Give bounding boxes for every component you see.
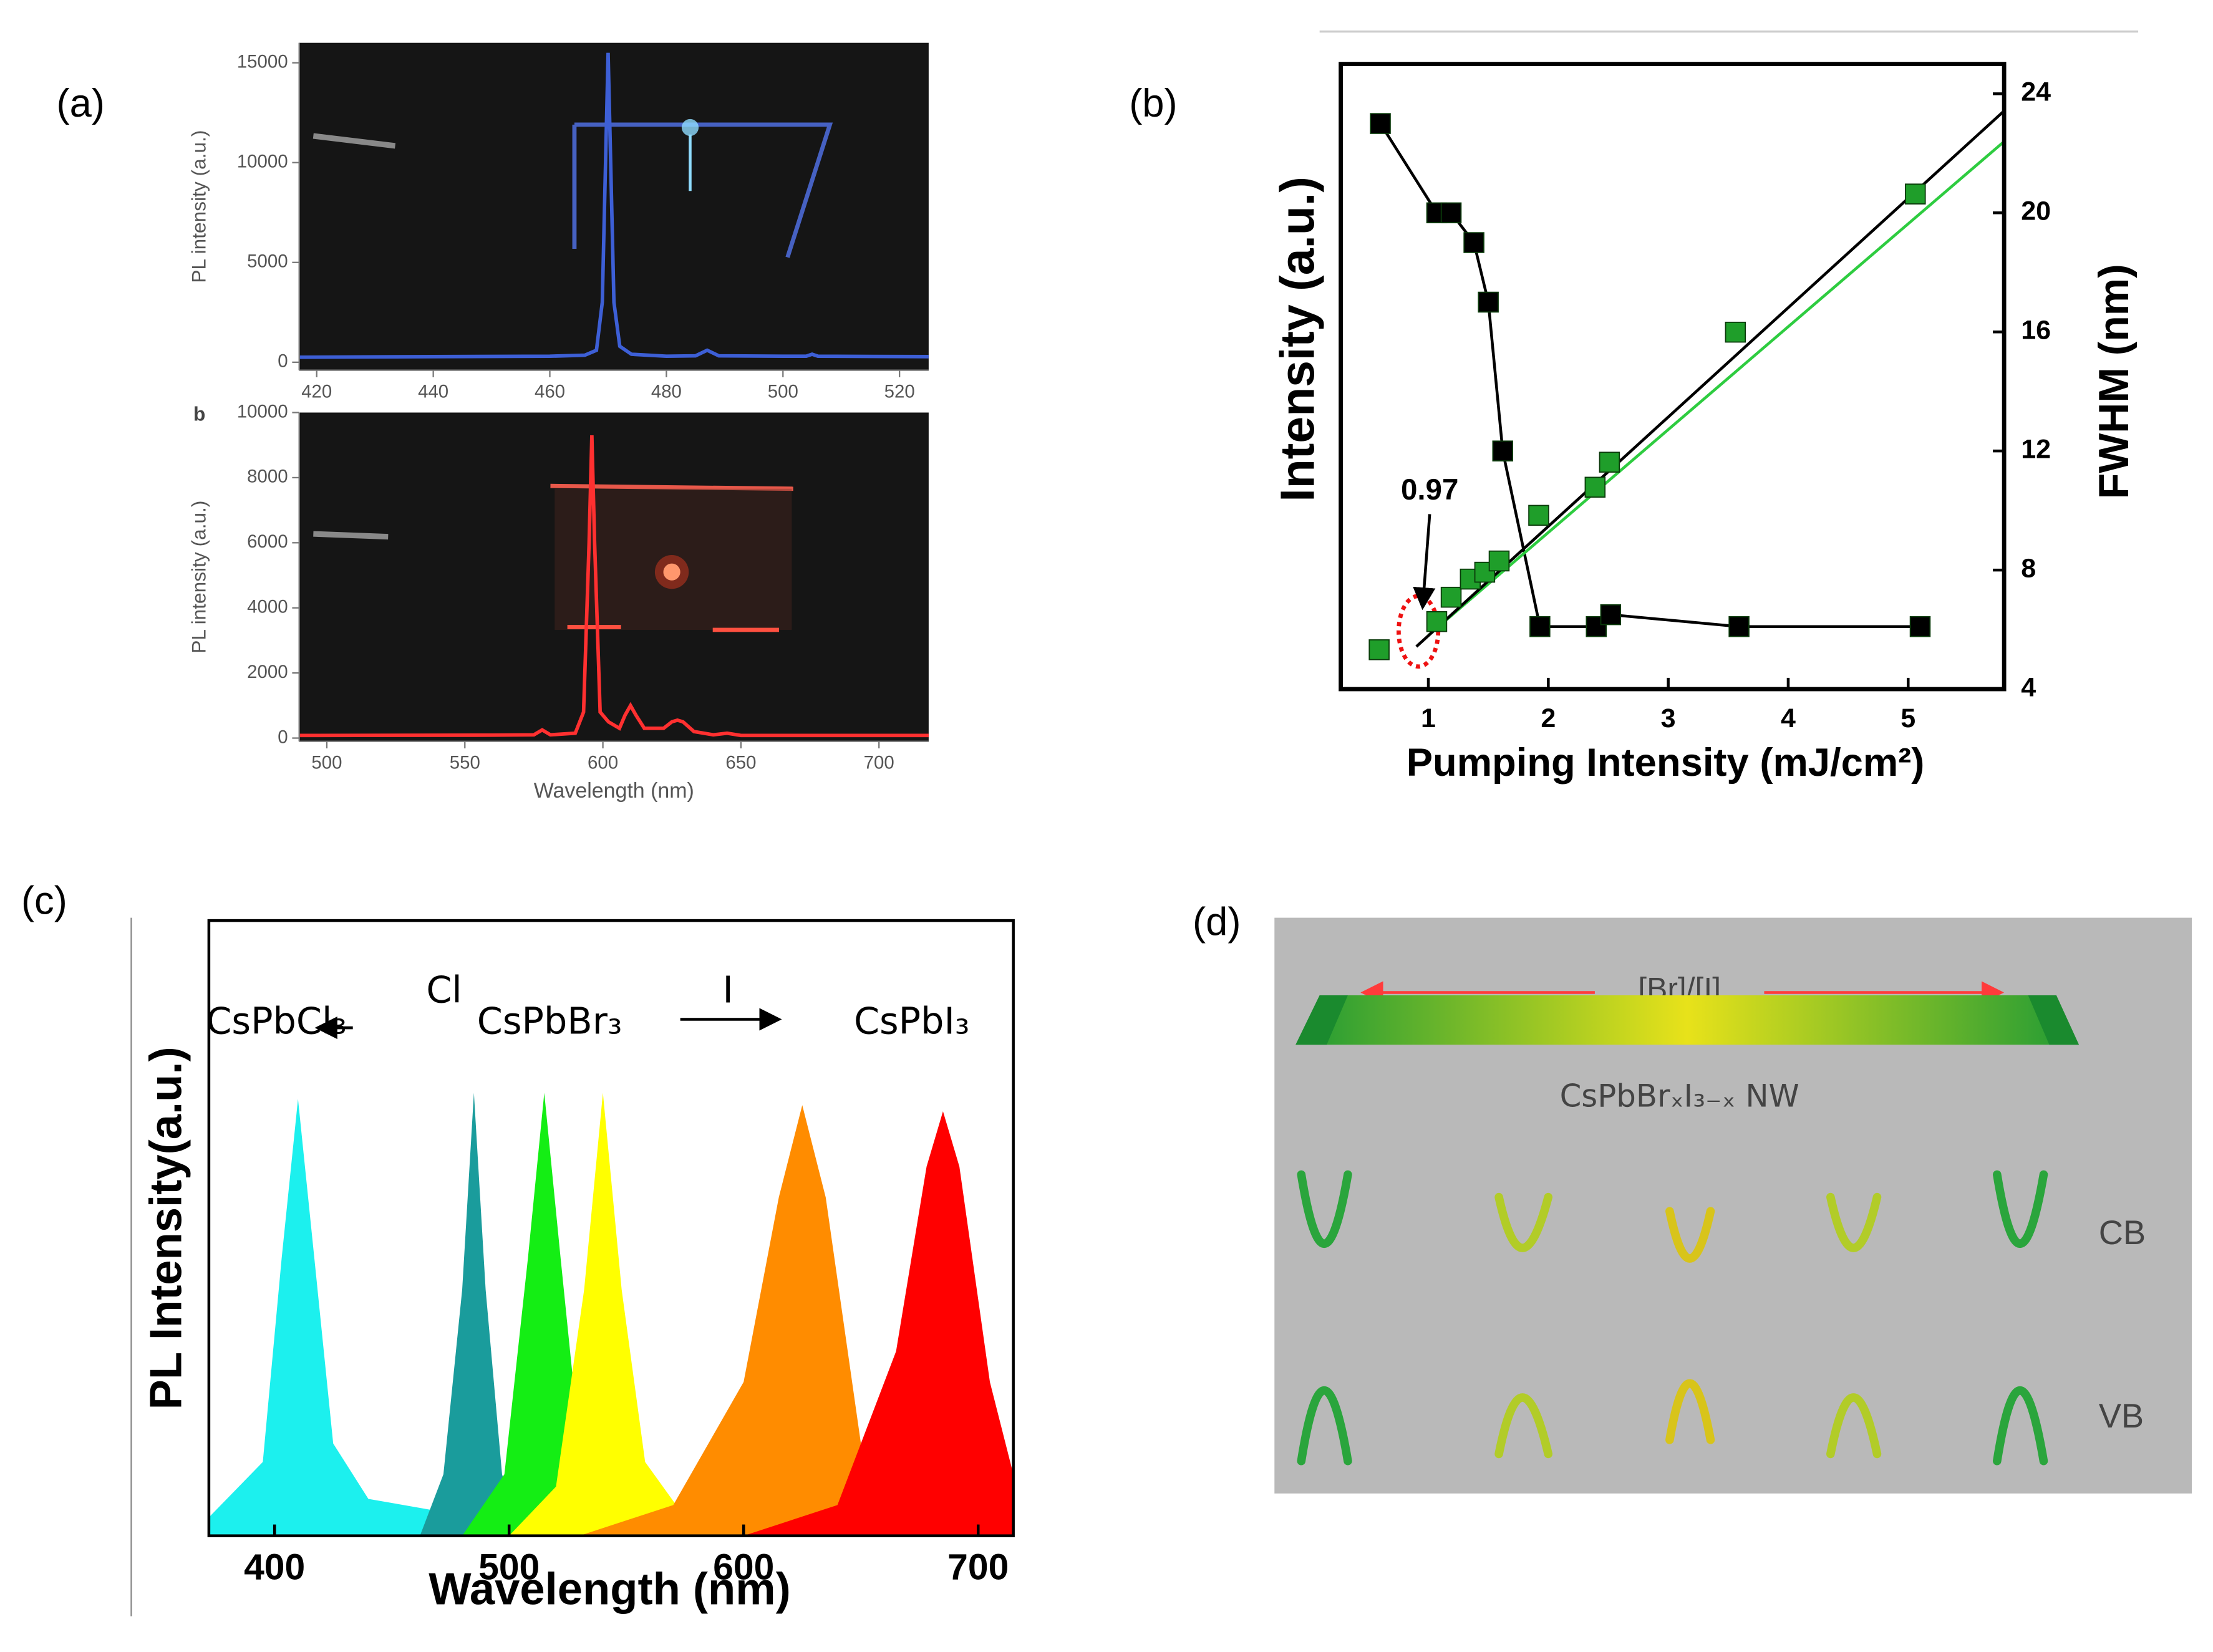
- x-tick-label: 3: [1661, 703, 1676, 733]
- annotation-arrow: [1413, 514, 1436, 611]
- y-tick-label: 10000: [237, 401, 288, 422]
- panel-label: (b): [1129, 82, 1177, 125]
- x-axis-label: Pumping Intensity (mJ/cm²): [1407, 741, 1925, 785]
- spectrum-area: [579, 1105, 908, 1536]
- marker: [1528, 505, 1549, 526]
- band-label: CB: [2099, 1214, 2146, 1252]
- y-tick-label: 2000: [247, 662, 288, 682]
- y-tick-label: 4000: [247, 596, 288, 617]
- marker: [1586, 616, 1607, 637]
- x-tick-label: 1: [1421, 703, 1436, 733]
- marker: [1529, 616, 1551, 637]
- nanowire-end: [2028, 995, 2080, 1045]
- spectrum-area: [420, 1093, 521, 1536]
- marker: [1725, 321, 1746, 343]
- spectrum-line: [299, 435, 929, 738]
- x-axis-label: Wavelength (nm): [534, 779, 694, 803]
- y-axis-label: Intensity (a.u.): [1271, 176, 1325, 501]
- x-tick-label: 500: [311, 753, 342, 773]
- band-label: VB: [2099, 1397, 2144, 1435]
- nanowire-end: [1295, 995, 1348, 1045]
- marker: [1463, 232, 1484, 253]
- y2-tick-label: 8: [2021, 553, 2036, 583]
- x-tick-label: 650: [725, 753, 756, 773]
- bands: [1297, 1170, 2048, 1466]
- y-tick-label: 0: [278, 727, 288, 747]
- y2-axis-label: FWHM (nm): [2091, 264, 2138, 499]
- plot-frame: [1339, 62, 2007, 692]
- y2-tick-label: 12: [2021, 435, 2051, 465]
- nanowire-label: CsPbBrₓI₃₋ₓ NW: [1560, 1078, 1799, 1114]
- diagram: [Br]/[I] CsPbBrₓI₃₋ₓ NW CB VB: [1274, 917, 2192, 1494]
- spectrum-line: [299, 52, 929, 359]
- marker: [1905, 183, 1926, 205]
- marker: [1370, 113, 1391, 134]
- marker: [1909, 616, 1931, 637]
- x-tick-label: 2: [1541, 703, 1556, 733]
- compound-label: CsPbCl₃: [206, 999, 347, 1042]
- x-tick-label: 5: [1901, 703, 1915, 733]
- y-axis-label: PL intensity (a.u.): [188, 130, 210, 283]
- marker: [1584, 476, 1606, 498]
- x-tick-label: 600: [588, 753, 618, 773]
- marker: [1599, 452, 1620, 473]
- x-tick-label: 520: [884, 382, 915, 402]
- compound-label: CsPbI₃: [854, 999, 969, 1042]
- x-tick-label: 500: [478, 1547, 540, 1588]
- y-tick-label: 10000: [237, 151, 288, 171]
- series-line: [1427, 140, 2005, 637]
- y-tick-label: 15000: [237, 51, 288, 72]
- spectrum-area: [743, 1111, 1014, 1536]
- spectrum-area: [208, 1099, 556, 1536]
- y-axis-label: PL Intensity(a.u.): [141, 1046, 191, 1409]
- x-tick-label: 400: [244, 1547, 305, 1588]
- x-tick-label: 460: [535, 382, 565, 402]
- marker: [1600, 604, 1622, 626]
- series-line: [1379, 122, 1920, 629]
- nanowire: [1295, 995, 2080, 1045]
- compound-label: I: [723, 968, 734, 1012]
- y2-tick-label: 24: [2021, 77, 2051, 107]
- y2-tick-label: 16: [2021, 316, 2051, 345]
- y-tick-label: 5000: [247, 251, 288, 272]
- marker: [1368, 639, 1390, 660]
- y-tick-label: 6000: [247, 531, 288, 552]
- y2-tick-label: 20: [2021, 196, 2051, 226]
- x-tick-label: 440: [418, 382, 448, 402]
- x-tick-label: 420: [301, 382, 332, 402]
- marker: [1488, 550, 1510, 572]
- y2-tick-label: 4: [2021, 672, 2036, 702]
- x-tick-label: 700: [947, 1547, 1009, 1588]
- panel-label: (a): [57, 82, 105, 125]
- x-tick-label: 600: [713, 1547, 774, 1588]
- spectrum-area: [462, 1093, 674, 1536]
- marker: [1492, 440, 1513, 461]
- x-tick-label: 700: [864, 753, 894, 773]
- x-axis-label: Wavelength (nm): [429, 1563, 790, 1614]
- photo-backgrounds: [299, 42, 929, 741]
- marker: [1440, 586, 1462, 608]
- marker: [1478, 291, 1499, 313]
- compound-label: Cl: [426, 968, 462, 1012]
- marker: [1728, 616, 1750, 637]
- x-tick-label: 4: [1781, 703, 1796, 733]
- panel-label: (d): [1193, 901, 1241, 944]
- y-tick-label: 0: [278, 351, 288, 372]
- y-tick-label: 8000: [247, 466, 288, 487]
- marker: [1426, 611, 1448, 632]
- annotation: 0.97: [1401, 473, 1458, 506]
- marker: [1440, 202, 1462, 224]
- x-tick-label: 500: [768, 382, 798, 402]
- spectrum-area: [509, 1093, 744, 1536]
- compound-label: CsPbBr₃: [477, 999, 622, 1042]
- x-tick-label: 480: [651, 382, 682, 402]
- x-tick-label: 550: [450, 753, 480, 773]
- panel-label: (c): [21, 879, 67, 923]
- inset-label: b: [193, 402, 205, 425]
- y-axis-label: PL intensity (a.u.): [188, 501, 210, 654]
- plot-frame: [207, 919, 1015, 1537]
